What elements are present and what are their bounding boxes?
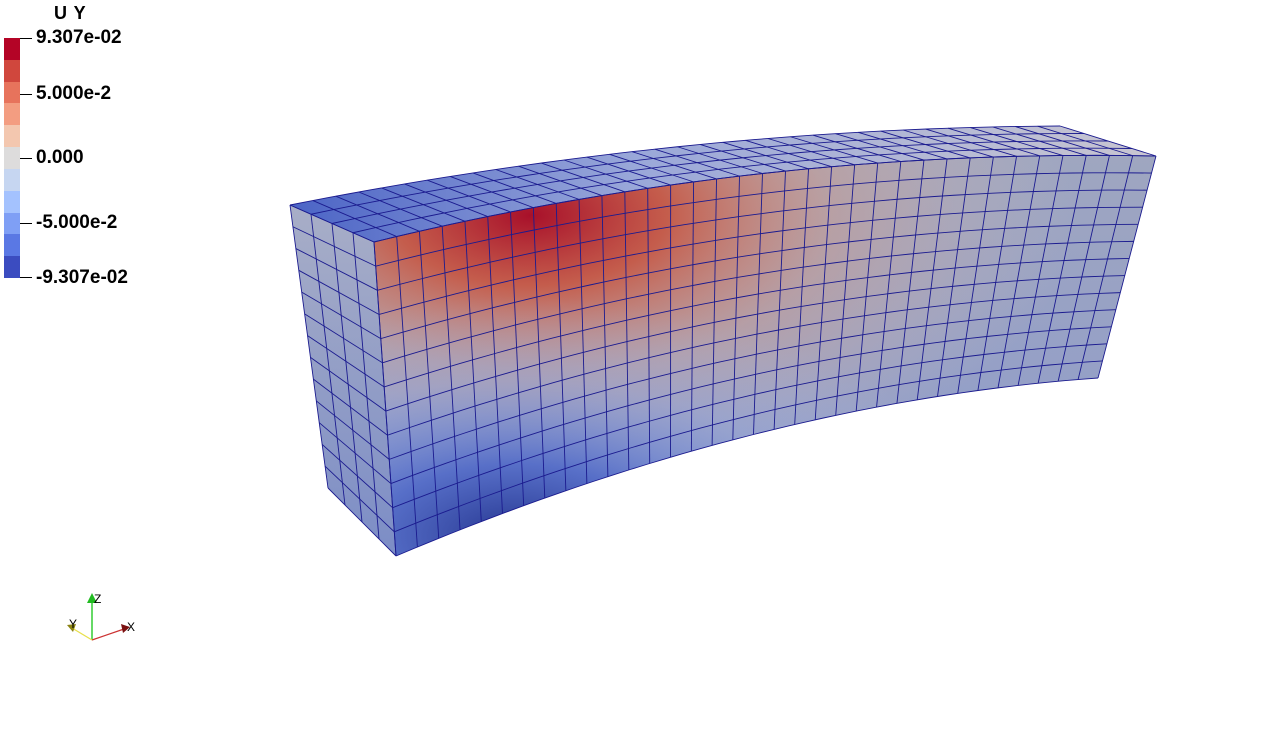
color-band — [4, 103, 20, 126]
color-band — [4, 190, 20, 213]
mesh-line — [510, 211, 525, 506]
mesh-line — [855, 163, 879, 412]
mesh-line — [1097, 155, 1157, 379]
mesh-line — [396, 236, 418, 548]
scalar-color-legend: U Y 9.307e-02 5.000e-2 0.000 -5.000e-2 -… — [0, 0, 160, 300]
mesh-line — [1037, 155, 1087, 384]
mesh-line — [997, 155, 1041, 388]
mesh-line — [352, 232, 380, 540]
orientation-axes-widget: Z X Y — [67, 592, 135, 641]
legend-tick-4 — [20, 223, 32, 224]
color-band — [4, 234, 20, 257]
mesh-line — [395, 377, 1099, 557]
color-band — [4, 59, 20, 82]
mesh-line — [390, 326, 1112, 484]
mesh-line — [896, 160, 925, 404]
legend-tick-min — [20, 277, 32, 278]
color-band — [4, 147, 20, 169]
front-face-min-region — [374, 155, 1156, 556]
x-axis-label: X — [127, 620, 135, 634]
mesh-line — [441, 226, 461, 530]
mesh-line — [289, 204, 329, 489]
mesh-line — [835, 164, 856, 416]
color-band — [4, 212, 20, 235]
mesh-line — [384, 258, 1130, 388]
z-axis-label: Z — [94, 592, 101, 606]
legend-label-min: -9.307e-02 — [36, 267, 128, 288]
mesh-line — [392, 343, 1107, 509]
legend-label-4: -5.000e-2 — [36, 212, 118, 233]
x-axis-line — [91, 628, 125, 641]
mesh-line — [753, 173, 763, 435]
mesh-line — [711, 178, 717, 446]
x-axis-arrow-icon — [121, 624, 130, 633]
color-band — [4, 125, 20, 148]
mesh-line — [916, 158, 948, 400]
mesh-line — [1017, 155, 1064, 386]
y-axis-arrow-icon — [67, 624, 76, 632]
mesh-line — [732, 176, 740, 440]
mesh-line — [1077, 155, 1134, 380]
mesh-line — [289, 125, 1061, 206]
mesh-line — [377, 189, 1148, 291]
color-band — [4, 168, 20, 191]
mesh-line — [380, 223, 1139, 340]
deformed-beam-mesh[interactable] — [289, 125, 1157, 557]
mesh-line — [690, 181, 695, 452]
mesh-line — [532, 207, 546, 499]
mesh-line — [387, 292, 1121, 436]
mesh-line — [487, 216, 503, 514]
mesh-line — [385, 275, 1125, 412]
mesh-line — [601, 195, 609, 477]
top-face — [290, 126, 1156, 242]
mesh-line — [464, 221, 482, 522]
mesh-line — [418, 231, 440, 539]
legend-tick-zero — [20, 158, 32, 159]
color-band — [4, 38, 20, 60]
z-axis-arrow-icon — [87, 593, 97, 603]
mesh-line — [331, 140, 1109, 224]
mesh-line — [310, 214, 346, 506]
mesh-line — [389, 309, 1116, 460]
legend-label-2: 5.000e-2 — [36, 83, 112, 104]
mesh-line — [331, 223, 363, 523]
mesh-line — [957, 156, 994, 394]
mesh-line — [977, 156, 1017, 391]
mesh-line — [352, 147, 1133, 234]
legend-label-max: 9.307e-02 — [36, 27, 122, 48]
mesh-line — [624, 191, 630, 470]
mesh-line — [647, 188, 651, 464]
mesh-line — [382, 240, 1134, 364]
mesh-line — [378, 206, 1143, 315]
legend-label-zero: 0.000 — [36, 147, 84, 168]
mesh-line — [814, 166, 833, 420]
mesh-line — [373, 241, 397, 557]
color-band — [4, 81, 20, 104]
legend-tick-max — [20, 38, 32, 39]
mesh-line — [937, 157, 971, 397]
y-axis-line — [71, 627, 93, 641]
legend-title: U Y — [54, 3, 87, 23]
mesh-line — [794, 168, 809, 425]
mesh-line — [578, 199, 588, 484]
color-bar — [4, 38, 20, 278]
mesh-line — [773, 171, 786, 430]
mesh-line — [555, 203, 567, 491]
mesh-line — [375, 172, 1152, 267]
legend-tick-2 — [20, 94, 32, 95]
mesh-line — [373, 154, 1157, 243]
mesh-line — [1057, 155, 1110, 382]
mesh-line — [394, 360, 1103, 533]
mesh-line — [310, 133, 1085, 215]
mesh-line — [876, 161, 902, 408]
color-band — [4, 256, 20, 278]
y-axis-label: Y — [69, 617, 77, 631]
